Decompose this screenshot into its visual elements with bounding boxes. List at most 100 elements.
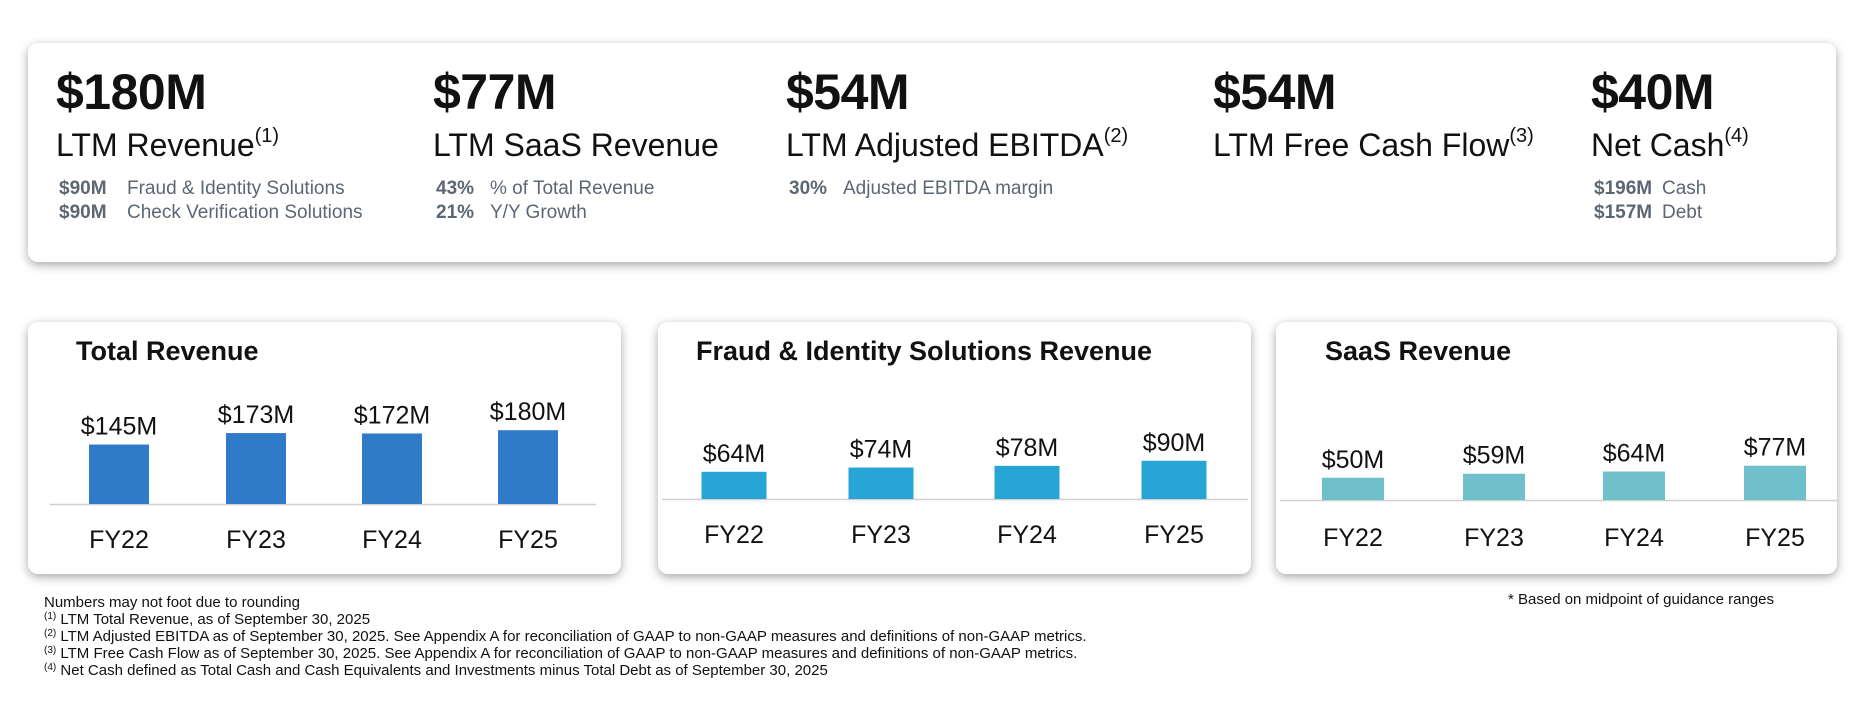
chart-title: SaaS Revenue [1325,336,1512,366]
fraud-identity-chart: $64M FY22 $74M FY23 $78M FY24 $90M FY25 [662,429,1248,549]
kpi-detail-value: $157M [1594,202,1653,223]
data-label: $145M [81,413,157,441]
footnote-text: LTM Free Cash Flow as of September 30, 2… [60,645,1078,662]
kpi-label-text: Net Cash [1591,127,1725,163]
kpi-value: $77M [433,64,557,120]
kpi-value: $40M [1591,64,1715,120]
data-label: $64M [703,440,766,468]
category-label: FY25 [498,526,558,554]
kpi-detail-value: $196M [1594,178,1653,199]
kpi-label: LTM Free Cash Flow(3) [1213,125,1534,165]
bar-fy25 [1744,465,1806,500]
bar-fy22 [1322,477,1384,500]
kpi-detail: $157M Debt [1591,201,1749,225]
kpi-detail-text: Y/Y Growth [490,202,587,223]
footnote-marker: (4) [44,662,57,673]
total-revenue-chart: $145M FY22 $173M FY23 $172M FY24 $180M FY25 [50,398,596,554]
footnote-ref: (3) [1509,125,1534,147]
category-label: FY25 [1745,524,1805,552]
footnote-2: (2) LTM Adjusted EBITDA as of September … [44,628,1087,645]
data-label: $172M [354,401,430,429]
data-label: $78M [996,434,1059,462]
footnote-marker: (2) [44,628,57,639]
kpi-detail: 43% % of Total Revenue [433,177,719,201]
footnote-marker: (3) [44,645,57,656]
footnote-ref: (4) [1724,125,1749,147]
bar-fy23 [226,433,286,504]
category-label: FY22 [1323,524,1383,552]
category-label: FY23 [226,526,286,554]
kpi-label-text: LTM Revenue [56,127,255,163]
category-label: FY25 [1144,521,1204,549]
category-label: FY22 [704,521,764,549]
footnote-text: LTM Total Revenue, as of September 30, 2… [60,611,371,628]
kpi-ltm-saas-revenue: $77M LTM SaaS Revenue 43% % of Total Reve… [433,63,719,225]
kpi-detail: $196M Cash [1591,177,1749,201]
footnote-ref: (1) [254,125,280,147]
footnote-4: (4) Net Cash defined as Total Cash and C… [44,662,1087,679]
footnote-text: Net Cash defined as Total Cash and Cash … [60,662,828,679]
total-revenue-chart-card: Total Revenue $145M FY22 $173M FY23 $172M FY2… [28,322,621,574]
kpi-value: $180M [56,64,207,120]
bar-fy23 [848,467,914,499]
kpi-label-text: LTM SaaS Revenue [433,127,719,163]
fraud-identity-chart-card: Fraud & Identity Solutions Revenue $64M F… [658,322,1251,574]
bar-fy24 [994,465,1060,499]
category-label: FY23 [851,521,911,549]
data-label: $90M [1143,429,1206,457]
kpi-detail: $90M Check Verification Solutions [56,201,363,225]
kpi-detail-value: $90M [59,178,107,199]
guidance-note: * Based on midpoint of guidance ranges [1508,591,1775,608]
kpi-detail-text: Adjusted EBITDA margin [843,178,1054,199]
kpi-detail: $90M Fraud & Identity Solutions [56,177,363,201]
data-label: $180M [490,398,566,426]
kpi-detail-text: Fraud & Identity Solutions [127,178,345,199]
kpi-detail-text: Check Verification Solutions [127,202,363,223]
data-label: $74M [850,436,913,464]
bar-fy25 [498,430,558,504]
bar-fy23 [1463,473,1525,500]
footnote-text: LTM Adjusted EBITDA as of September 30, … [60,628,1087,645]
kpi-detail-value: 21% [436,202,475,223]
category-label: FY24 [997,521,1057,549]
kpi-label: LTM Revenue(1) [56,125,363,165]
footnote-ref: (2) [1103,125,1129,147]
kpi-value: $54M [1213,64,1337,120]
kpi-summary-card: $180M LTM Revenue(1) $90M Fraud & Identit… [28,43,1836,262]
category-label: FY24 [362,526,422,554]
kpi-ltm-free-cash-flow: $54M LTM Free Cash Flow(3) [1213,63,1534,165]
footnotes: Numbers may not foot due to rounding (1)… [44,594,1087,679]
bar-fy24 [1603,471,1665,500]
kpi-label: Net Cash(4) [1591,125,1749,165]
kpi-detail-text: Debt [1662,202,1703,223]
chart-title: Fraud & Identity Solutions Revenue [696,336,1153,366]
kpi-detail: 21% Y/Y Growth [433,201,719,225]
rounding-note: Numbers may not foot due to rounding [44,594,300,611]
kpi-detail-value: $90M [59,202,107,223]
category-label: FY23 [1464,524,1524,552]
kpi-detail-text: Cash [1662,178,1707,199]
data-label: $50M [1322,446,1385,474]
bar-fy22 [89,444,149,504]
data-label: $77M [1744,434,1807,462]
bar-fy22 [701,471,767,499]
kpi-label-text: LTM Free Cash Flow [1213,127,1510,163]
kpi-label-text: LTM Adjusted EBITDA [786,127,1104,163]
kpi-detail-value: 30% [789,178,828,199]
saas-revenue-chart-card: SaaS Revenue $50M FY22 $59M FY23 $64M FY24 $77… [1276,322,1837,574]
bar-fy25 [1141,460,1207,499]
kpi-net-cash: $40M Net Cash(4) $196M Cash $157M Debt [1591,63,1749,225]
data-label: $173M [218,401,294,429]
kpi-ltm-revenue: $180M LTM Revenue(1) $90M Fraud & Identit… [56,63,363,225]
kpi-value: $54M [786,64,910,120]
saas-revenue-chart: $50M FY22 $59M FY23 $64M FY24 $77M FY25 [1280,434,1837,552]
category-label: FY24 [1604,524,1664,552]
footnote-1: (1) LTM Total Revenue, as of September 3… [44,611,1087,628]
footnote-marker: (1) [44,611,57,622]
bar-fy24 [362,433,422,504]
kpi-detail-text: % of Total Revenue [490,178,655,199]
chart-title: Total Revenue [76,336,259,366]
data-label: $59M [1463,442,1526,470]
kpi-label: LTM SaaS Revenue [433,125,719,165]
kpi-detail-value: 43% [436,178,475,199]
